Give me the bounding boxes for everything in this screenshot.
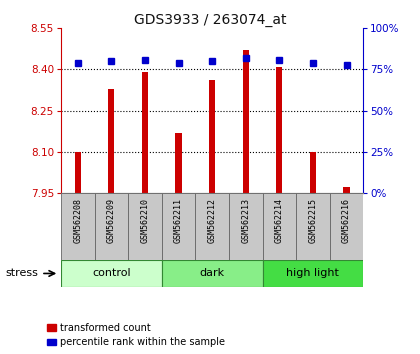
Bar [262, 193, 296, 260]
Text: GSM562211: GSM562211 [174, 198, 183, 242]
Bar [108, 89, 114, 193]
Legend: transformed count, percentile rank within the sample: transformed count, percentile rank withi… [47, 322, 226, 347]
Bar [310, 152, 316, 193]
Text: GSM562213: GSM562213 [241, 198, 250, 242]
Text: GSM562215: GSM562215 [308, 198, 318, 242]
Text: GSM562210: GSM562210 [140, 198, 150, 242]
Text: GSM562209: GSM562209 [107, 198, 116, 242]
Bar [243, 50, 249, 193]
Text: high light: high light [286, 268, 339, 279]
Bar [162, 193, 195, 260]
Text: stress: stress [5, 268, 38, 279]
Bar [162, 260, 262, 287]
Bar [209, 80, 215, 193]
Bar [75, 152, 81, 193]
Text: GSM562208: GSM562208 [73, 198, 82, 242]
Bar [344, 188, 349, 193]
Text: GSM562214: GSM562214 [275, 198, 284, 242]
Bar [330, 193, 363, 260]
Bar [61, 260, 162, 287]
Text: control: control [92, 268, 131, 279]
Bar [142, 72, 148, 193]
Bar [296, 193, 330, 260]
Text: GSM562216: GSM562216 [342, 198, 351, 242]
Bar [94, 193, 128, 260]
Text: dark: dark [200, 268, 225, 279]
Bar [276, 67, 282, 193]
Bar [128, 193, 162, 260]
Bar [176, 133, 181, 193]
Bar [262, 260, 363, 287]
Text: GSM562212: GSM562212 [207, 198, 217, 242]
Bar [229, 193, 262, 260]
Text: GDS3933 / 263074_at: GDS3933 / 263074_at [134, 13, 286, 28]
Bar [195, 193, 229, 260]
Bar [61, 193, 94, 260]
